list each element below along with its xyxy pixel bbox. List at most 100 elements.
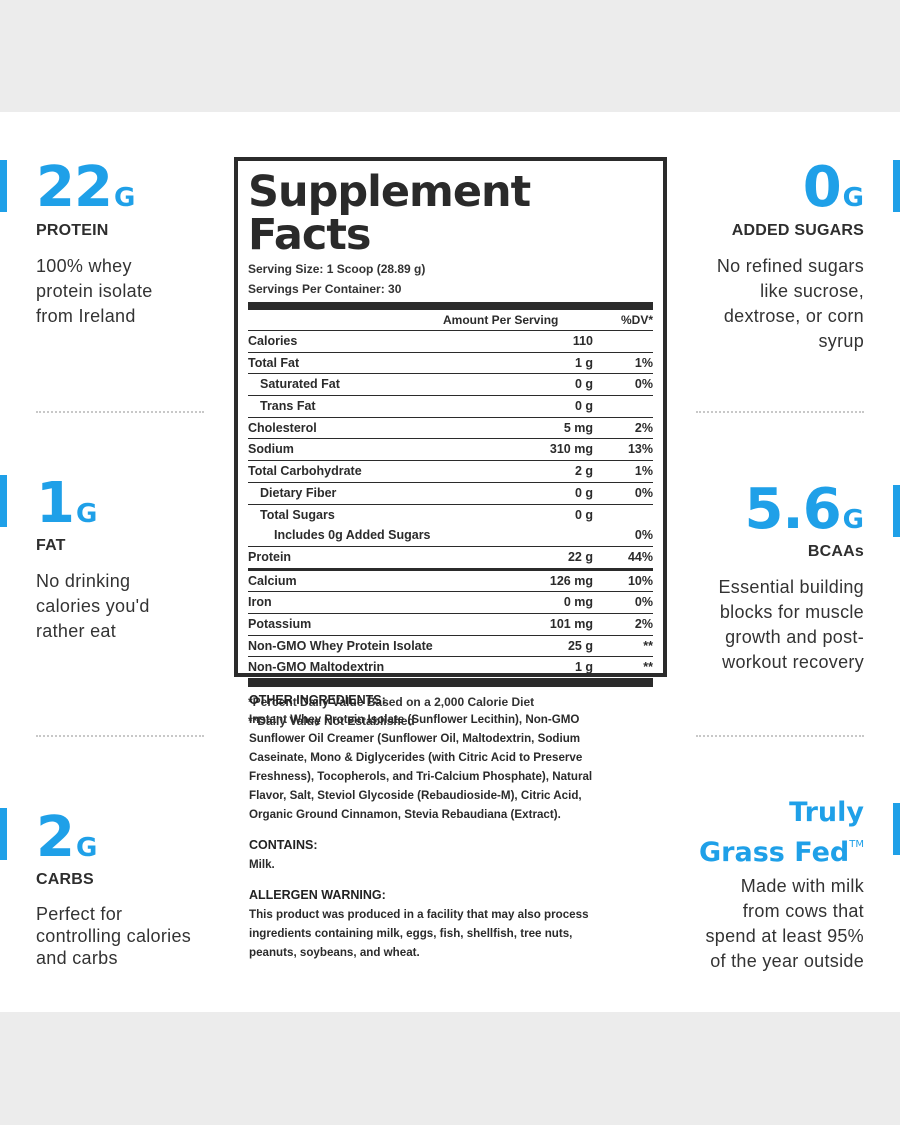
supplement-facts-panel: Supplement Facts Serving Size: 1 Scoop (… <box>234 157 667 728</box>
nutrient-name: Calcium <box>248 573 297 588</box>
grassfed-desc-line: from cows that <box>742 901 864 921</box>
grassfed-desc-line: Made with milk <box>740 876 864 896</box>
nutrient-name: Non-GMO Maltodextrin <box>248 660 385 675</box>
nutrient-name: Total Sugars <box>260 507 335 522</box>
sugars-desc-line: like sucrose, <box>760 281 864 301</box>
nutrient-name: Total Fat <box>248 355 300 370</box>
carbs-desc-line: Perfect for <box>36 904 123 924</box>
nutrient-dv: 2% <box>634 420 653 435</box>
carbs-value: 2 <box>36 805 75 870</box>
ingredients-line: Sunflower Oil Creamer (Sunflower Oil, Ma… <box>249 732 581 745</box>
nutrient-amount <box>503 525 593 546</box>
contains-body: Milk. <box>249 858 275 871</box>
content-panel <box>0 112 900 1012</box>
facts-row: Saturated Fat 0 g 0% <box>248 374 653 397</box>
spacer <box>249 824 659 836</box>
nutrient-amount: 0 g <box>574 399 593 414</box>
fat-desc-line: calories you'd <box>36 596 150 616</box>
nutrient-dv: 0% <box>634 377 653 392</box>
facts-row: Dietary Fiber 0 g 0% <box>248 483 653 505</box>
bcaa-desc-line: growth and post- <box>725 627 864 647</box>
divider-dots <box>36 411 204 413</box>
serving-info: Serving Size: 1 Scoop (28.89 g) Servings… <box>248 259 653 299</box>
nutrient-dv <box>593 505 653 526</box>
nutrient-dv: 0% <box>634 528 653 543</box>
other-ingredients-heading: OTHER INGREDIENTS: <box>249 693 386 707</box>
nutrient-name: Dietary Fiber <box>260 485 337 500</box>
sugars-value: 0 <box>802 155 842 220</box>
carbs-desc-line: controlling calories <box>36 926 192 946</box>
nutrient-name: Trans Fat <box>260 399 316 414</box>
bcaa-desc-line: Essential building <box>718 577 864 597</box>
nutrient-amount: 310 mg <box>549 442 593 457</box>
nutrient-dv <box>593 331 653 352</box>
nutrient-dv: 0% <box>634 595 653 610</box>
facts-column-header: Amount Per Serving %DV* <box>248 310 653 331</box>
ingredients-line: Freshness), Tocopherols, and Tri-Calcium… <box>249 770 593 783</box>
nutrient-dv: 0% <box>634 485 653 500</box>
bcaa-desc-line: workout recovery <box>722 652 864 672</box>
nutrient-name: Saturated Fat <box>260 377 340 392</box>
contains-heading: CONTAINS: <box>249 838 318 852</box>
footnote-dv: *Percent Daily Value Based on a 2,000 Ca… <box>248 695 535 709</box>
facts-rows: Calories 110 Total Fat 1 g 1% Saturated Fat 0 … <box>248 331 653 679</box>
allergen-heading: ALLERGEN WARNING: <box>249 888 386 902</box>
thick-rule <box>248 302 653 310</box>
sugars-desc-line: No refined sugars <box>716 256 864 276</box>
nutrient-amount: 5 mg <box>563 420 593 435</box>
other-ingredients-body: Instant Whey Protein Isolate (Sunflower … <box>249 710 659 824</box>
nutrient-dv: ** <box>643 638 653 653</box>
servings-per-container: Servings Per Container: 30 <box>248 282 402 296</box>
nutrient-name: Non-GMO Whey Protein Isolate <box>248 638 433 653</box>
facts-row: Trans Fat 0 g <box>248 396 653 418</box>
accent-bar-grassfed <box>893 803 900 855</box>
bcaa-stat: 5.6G <box>744 482 864 538</box>
accent-bar-bcaa <box>893 485 900 537</box>
facts-row: Calcium 126 mg 10% <box>248 571 653 593</box>
divider-dots <box>36 735 204 737</box>
sugars-desc-line: dextrose, or corn <box>723 306 864 326</box>
nutrient-amount: 0 mg <box>563 595 593 610</box>
bcaa-desc-line: blocks for muscle <box>719 602 864 622</box>
grass-fed-title: Truly Grass FedTM <box>699 797 864 869</box>
allergen-body: This product was produced in a facility … <box>249 905 659 962</box>
grassfed-desc-line: spend at least 95% <box>705 926 864 946</box>
bcaa-label: BCAAs <box>807 543 864 560</box>
nutrient-name: Calories <box>248 334 298 348</box>
ingredients-line: Flavor, Salt, Steviol Glycoside (Rebaudi… <box>249 789 582 802</box>
nutrient-name: Iron <box>248 595 272 610</box>
nutrient-amount: 22 g <box>567 549 593 564</box>
carbs-label: CARBS <box>36 871 94 888</box>
nutrient-amount: 0 g <box>574 377 593 392</box>
nutrient-dv: 2% <box>634 616 653 631</box>
facts-inner: Supplement Facts Serving Size: 1 Scoop (… <box>248 161 653 731</box>
allergen-line: ingredients containing milk, eggs, fish,… <box>249 927 573 940</box>
ingredients-section: OTHER INGREDIENTS: Instant Whey Protein … <box>249 691 659 962</box>
grassfed-desc-line: of the year outside <box>710 951 864 971</box>
protein-unit: G <box>113 183 136 213</box>
sugars-desc: No refined sugars like sucrose, dextrose… <box>717 254 864 354</box>
divider-dots <box>696 411 864 413</box>
ingredients-line: Organic Ground Cinnamon, Stevia Rebaudia… <box>249 808 561 821</box>
fat-desc: No drinking calories you'd rather eat <box>36 569 150 644</box>
facts-row: Sodium 310 mg 13% <box>248 439 653 462</box>
fat-stat: 1G <box>36 476 97 532</box>
nutrient-amount: 101 mg <box>549 616 593 631</box>
dv-header: %DV* <box>620 313 653 327</box>
serving-size: Serving Size: 1 Scoop (28.89 g) <box>248 262 426 276</box>
nutrient-name: Includes 0g Added Sugars <box>274 528 431 543</box>
fat-desc-line: No drinking <box>36 571 131 591</box>
accent-bar-carbs <box>0 808 7 860</box>
footnote-not-established: **Daily Value Not Established <box>248 714 415 728</box>
allergen-line: peanuts, soybeans, and wheat. <box>249 946 420 959</box>
protein-desc: 100% whey protein isolate from Ireland <box>36 254 153 329</box>
facts-row: Potassium 101 mg 2% <box>248 614 653 636</box>
fat-value: 1 <box>36 471 75 536</box>
amount-per-serving-header: Amount Per Serving <box>443 313 559 327</box>
accent-bar-fat <box>0 475 7 527</box>
facts-row: Calories 110 <box>248 331 653 353</box>
nutrient-dv: 1% <box>634 355 653 370</box>
nutrient-name: Cholesterol <box>248 420 317 435</box>
fat-desc-line: rather eat <box>36 621 117 641</box>
sugars-desc-line: syrup <box>818 331 864 351</box>
